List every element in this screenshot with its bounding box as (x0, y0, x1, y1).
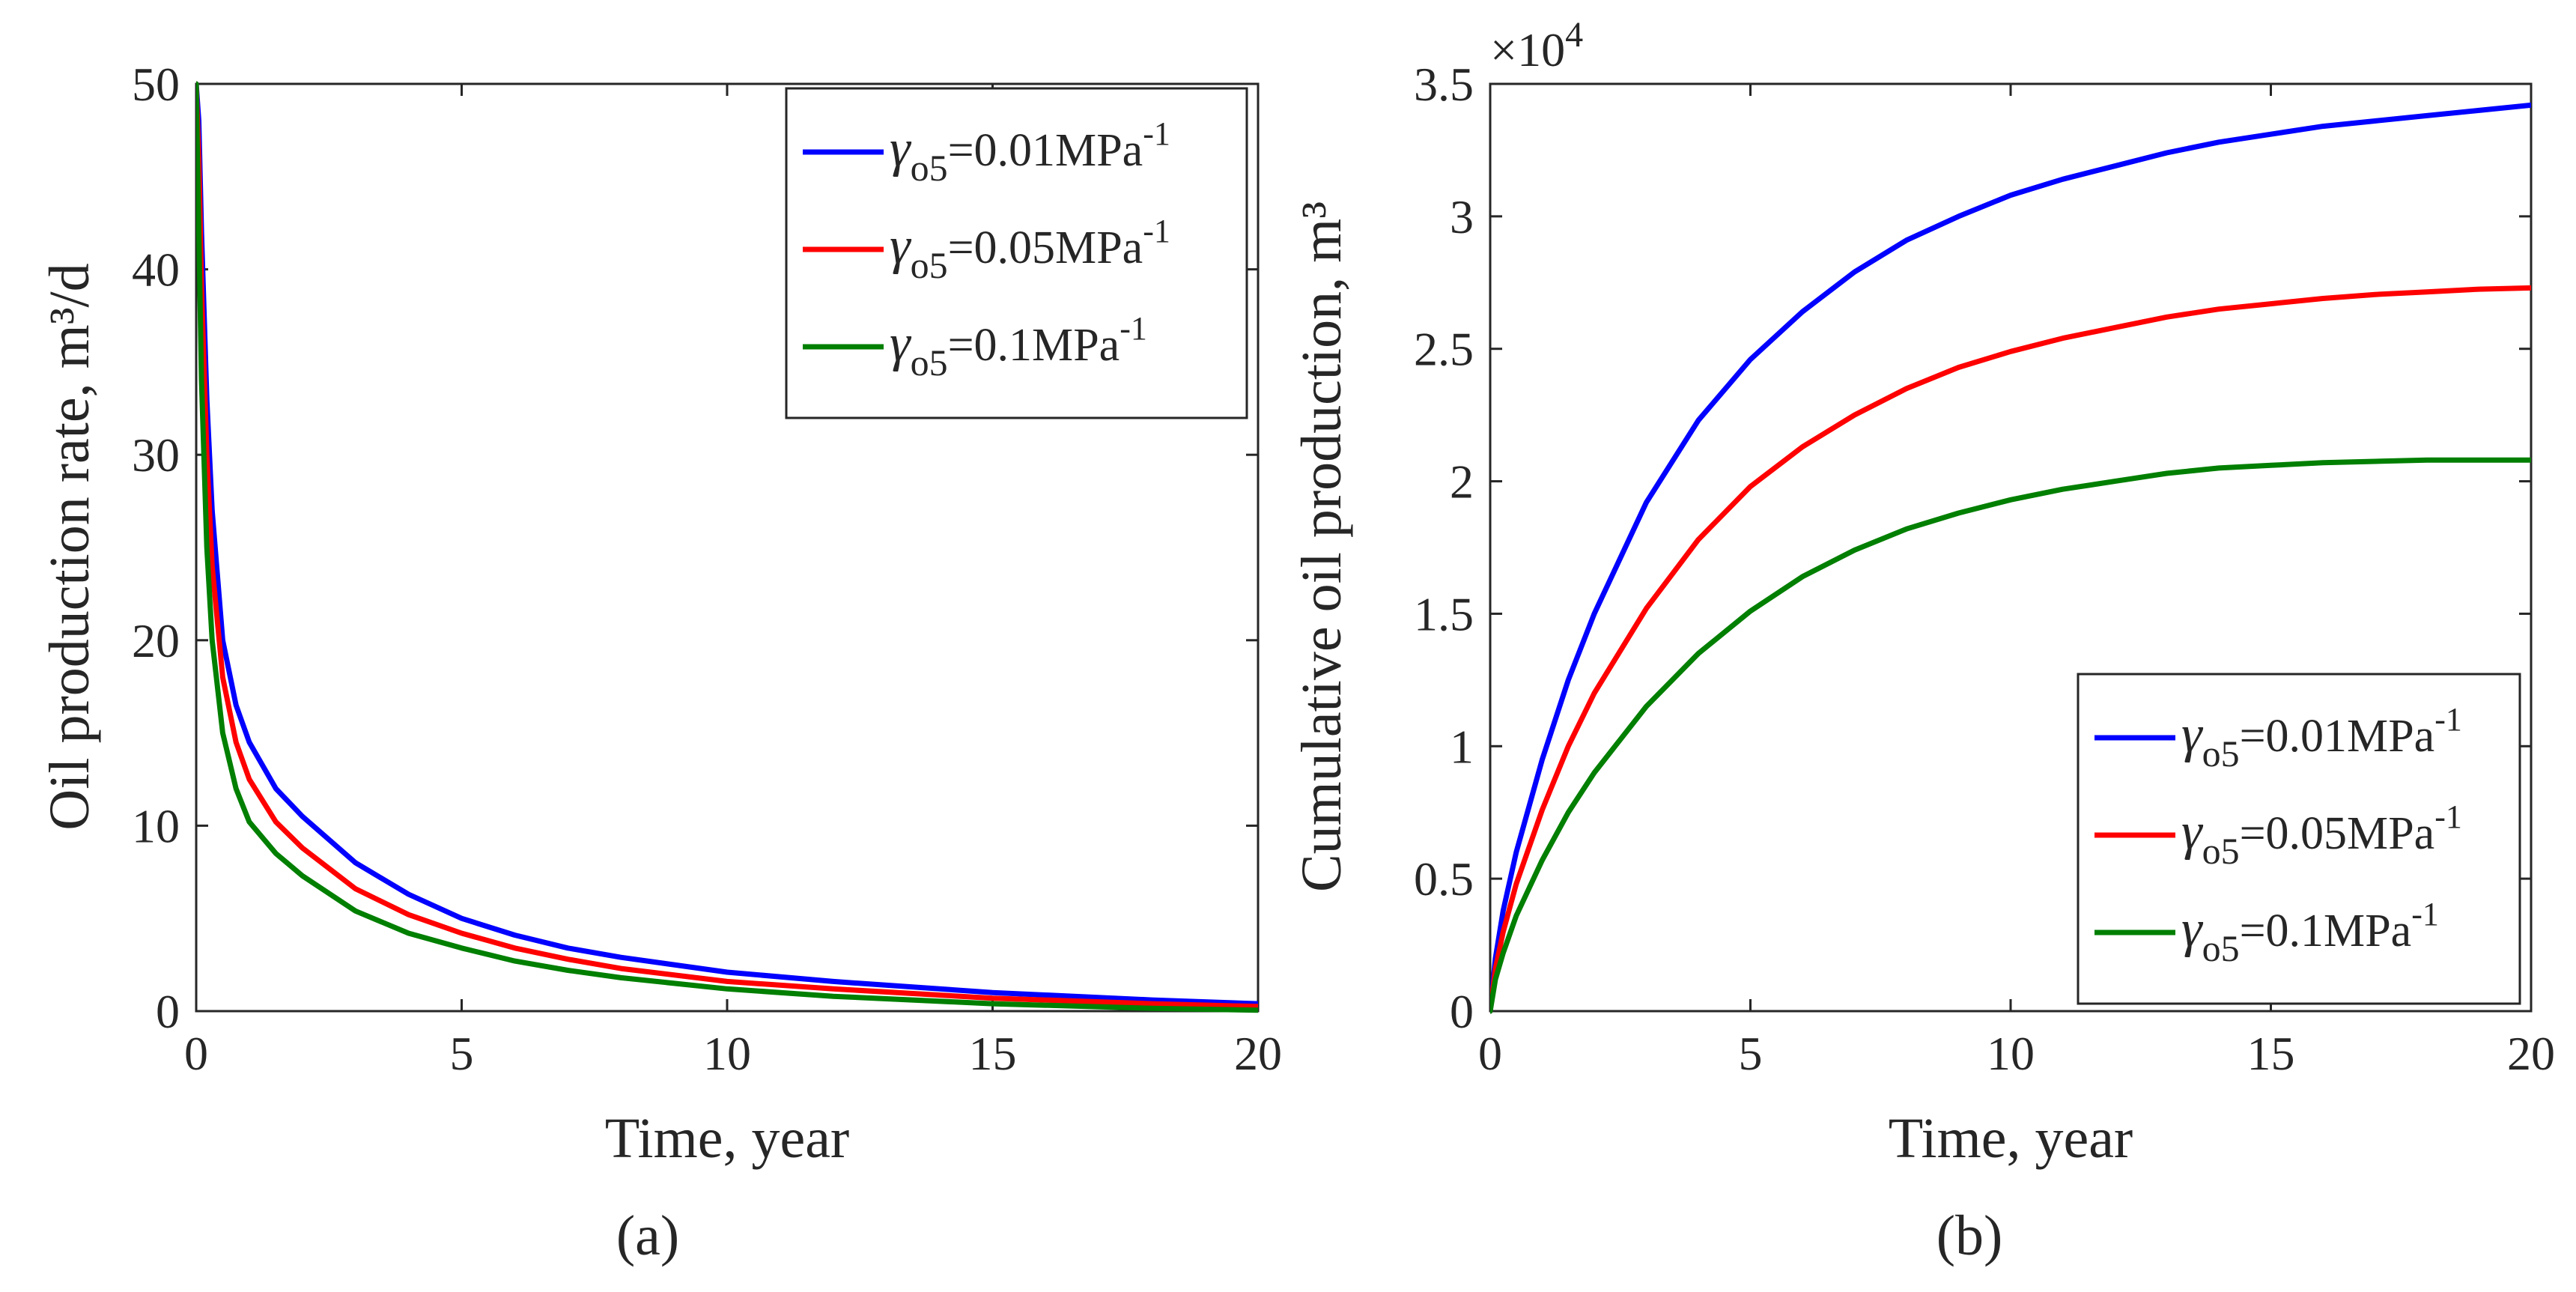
legend-superscript: -1 (2434, 798, 2462, 835)
y-tick-label: 30 (132, 428, 180, 482)
legend-symbol: γ (890, 120, 912, 178)
legend-box (2077, 673, 2521, 1005)
y-tick-label: 1.5 (1414, 587, 1474, 640)
legend-entry: γo5=0.05MPa-1 (890, 213, 1170, 286)
x-axis-label: Time, year (1889, 1107, 2133, 1170)
legend-symbol: γ (890, 217, 912, 275)
legend-value: =0.05MPa (948, 222, 1143, 273)
legend-value: =0.1MPa (2240, 906, 2412, 956)
legend-entry: γo5=0.05MPa-1 (2181, 798, 2462, 872)
legend-box (785, 87, 1248, 419)
legend-superscript: -1 (1143, 115, 1170, 152)
legend-subscript: o5 (911, 244, 948, 286)
scale-factor-base: ×10 (1490, 23, 1565, 76)
y-tick-label: 1 (1450, 720, 1474, 773)
y-tick-label: 40 (132, 243, 180, 297)
legend-value: =0.1MPa (948, 320, 1120, 371)
y-scale-factor: ×104 (1490, 15, 1583, 76)
series-line-2 (1490, 457, 2531, 1014)
legend-subscript: o5 (911, 342, 948, 383)
y-tick-label: 10 (132, 799, 180, 852)
series-line-1 (1490, 285, 2531, 1014)
y-axis-label: Cumulative oil production, m³ (1290, 201, 1353, 892)
panel-b: 0 5 10 15 20 0 0.5 1 1.5 2 2.5 3 3.5 ×104 Time, year Cu… (1290, 15, 2555, 1267)
panel-a: 0 5 10 15 20 0 10 20 30 40 50 Time, year Oil product… (38, 58, 1282, 1267)
legend-value: =0.05MPa (2240, 808, 2435, 859)
x-tick-label: 10 (1987, 1027, 2035, 1080)
series-line-2 (196, 81, 1258, 1013)
legend-superscript: -1 (2434, 701, 2462, 738)
legend-symbol: γ (2181, 706, 2204, 763)
legend-subscript: o5 (911, 147, 948, 189)
legend-entry: γo5=0.1MPa-1 (2181, 896, 2439, 969)
legend-superscript: -1 (1143, 213, 1170, 249)
x-tick-label: 10 (703, 1027, 751, 1080)
panel-label: (a) (616, 1204, 679, 1267)
legend-value: =0.01MPa (2240, 711, 2435, 762)
y-tick-label: 50 (132, 58, 180, 111)
y-tick-label: 2 (1450, 455, 1474, 509)
series-line-0 (1490, 102, 2531, 1014)
legend-superscript: -1 (1120, 310, 1147, 347)
legend-superscript: -1 (2411, 896, 2439, 932)
legend-subscript: o5 (2202, 733, 2240, 774)
legend-entry: γo5=0.1MPa-1 (890, 310, 1147, 383)
x-tick-label: 20 (2507, 1027, 2555, 1080)
legend-subscript: o5 (2202, 830, 2240, 872)
x-tick-label: 5 (450, 1027, 474, 1080)
x-axis-label: Time, year (605, 1107, 850, 1170)
y-tick-label: 3.5 (1414, 58, 1474, 111)
legend-symbol: γ (2181, 803, 2204, 861)
y-tick-label: 2.5 (1414, 323, 1474, 376)
legend-value: =0.01MPa (948, 125, 1143, 176)
x-tick-label: 20 (1234, 1027, 1282, 1080)
x-tick-label: 15 (2247, 1027, 2295, 1080)
legend-subscript: o5 (2202, 927, 2240, 969)
y-tick-label: 20 (132, 614, 180, 667)
x-tick-label: 0 (1478, 1027, 1502, 1080)
scale-factor-exponent: 4 (1565, 15, 1583, 55)
legend-entry: γo5=0.01MPa-1 (2181, 701, 2462, 774)
y-tick-label: 0 (156, 985, 180, 1038)
legend-entry: γo5=0.01MPa-1 (890, 115, 1170, 189)
x-tick-label: 0 (184, 1027, 208, 1080)
legend-symbol: γ (890, 315, 912, 372)
y-tick-label: 3 (1450, 190, 1474, 243)
y-tick-label: 0.5 (1414, 852, 1474, 906)
panel-label: (b) (1936, 1204, 2003, 1267)
x-tick-label: 5 (1739, 1027, 1763, 1080)
y-tick-label: 0 (1450, 985, 1474, 1038)
y-axis-label: Oil production rate, m³/d (38, 263, 101, 830)
x-tick-label: 15 (969, 1027, 1017, 1080)
series-line-1 (196, 81, 1258, 1010)
legend-symbol: γ (2181, 900, 2204, 958)
